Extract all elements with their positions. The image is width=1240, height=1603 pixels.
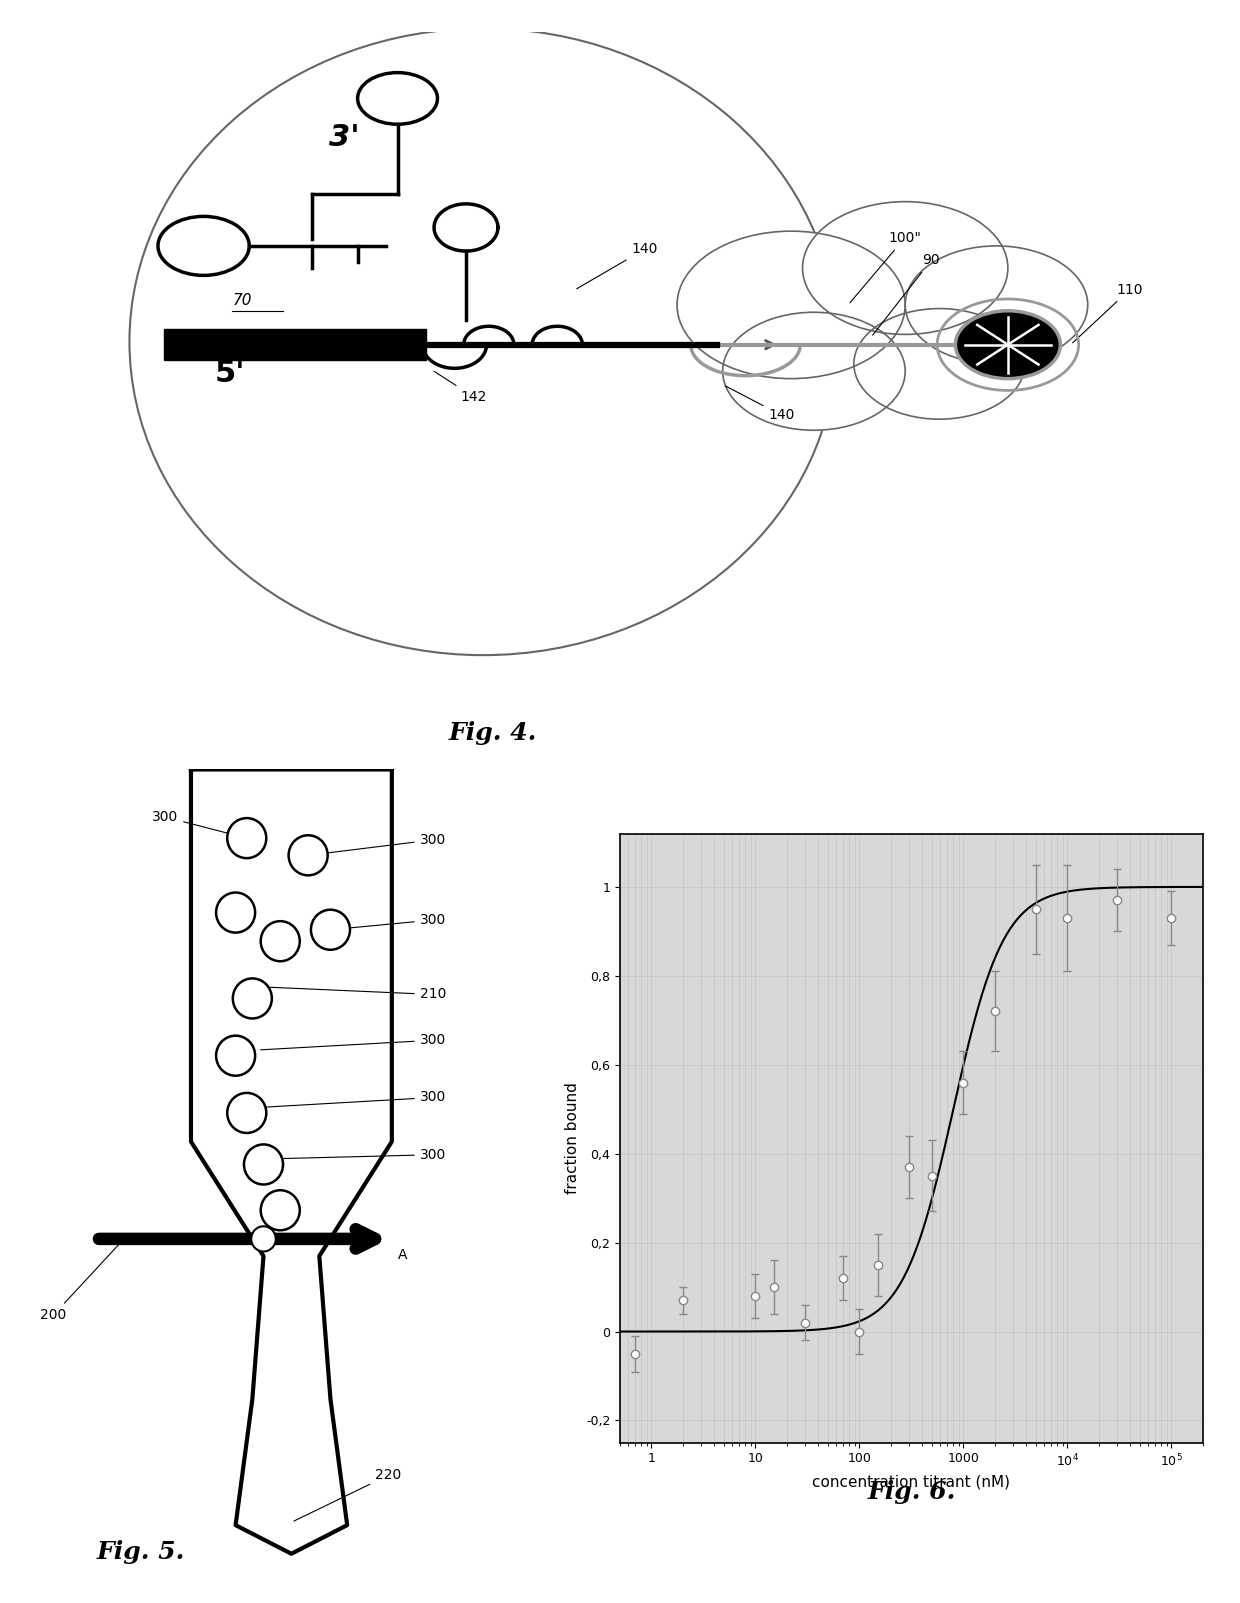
Circle shape (244, 1145, 283, 1185)
Circle shape (216, 1036, 255, 1076)
Circle shape (260, 1189, 300, 1231)
Text: 220: 220 (294, 1468, 402, 1521)
Circle shape (216, 893, 255, 933)
Text: 300: 300 (151, 810, 244, 837)
X-axis label: concentration titrant (nM): concentration titrant (nM) (812, 1475, 1011, 1489)
Text: 200: 200 (40, 1241, 122, 1322)
Y-axis label: fraction bound: fraction bound (565, 1082, 580, 1194)
Circle shape (227, 818, 267, 858)
Text: 3': 3' (329, 123, 360, 152)
Circle shape (311, 911, 350, 949)
Text: 70: 70 (232, 293, 252, 308)
Text: 140: 140 (725, 386, 795, 422)
Text: 300: 300 (260, 1034, 446, 1050)
Text: 140: 140 (577, 242, 657, 289)
Circle shape (955, 311, 1060, 378)
Text: 5': 5' (215, 359, 246, 388)
Circle shape (252, 1226, 275, 1252)
FancyBboxPatch shape (164, 329, 427, 361)
Text: 300: 300 (334, 914, 446, 930)
Text: A: A (397, 1247, 407, 1262)
Text: Fig. 4.: Fig. 4. (449, 721, 537, 745)
Circle shape (802, 202, 1008, 335)
Text: 300: 300 (278, 1148, 446, 1162)
Text: Fig. 6.: Fig. 6. (867, 1480, 956, 1504)
Text: 210: 210 (267, 987, 446, 1002)
Circle shape (260, 922, 300, 962)
Circle shape (854, 308, 1025, 418)
Circle shape (677, 231, 905, 378)
Text: 300: 300 (311, 834, 446, 854)
Circle shape (905, 245, 1087, 364)
Text: 100": 100" (849, 231, 921, 303)
Circle shape (289, 835, 327, 875)
Text: Fig. 5.: Fig. 5. (97, 1540, 185, 1565)
Circle shape (227, 1093, 267, 1133)
Text: 110: 110 (1073, 282, 1143, 343)
Circle shape (723, 313, 905, 430)
Polygon shape (191, 769, 392, 1553)
Text: 142: 142 (434, 372, 486, 404)
Text: 300: 300 (267, 1090, 446, 1108)
Text: 90: 90 (873, 253, 940, 335)
Circle shape (233, 978, 272, 1018)
